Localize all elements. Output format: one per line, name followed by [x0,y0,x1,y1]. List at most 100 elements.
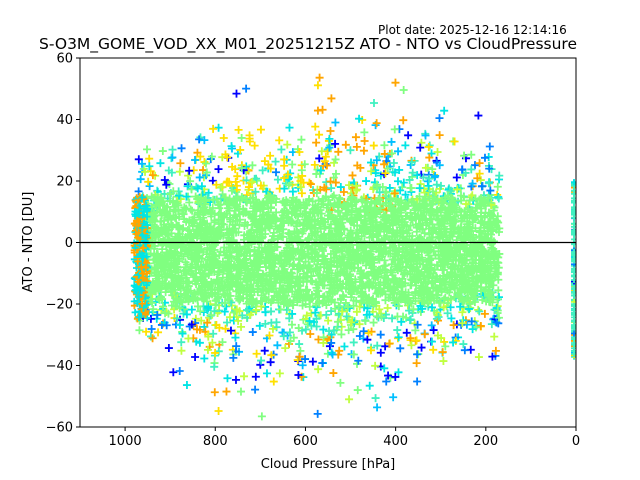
data-point [262,276,271,285]
x-tick-label: 600 [293,434,318,449]
data-point [394,368,403,377]
data-point [424,208,433,217]
data-point [272,168,281,177]
data-point [396,228,405,237]
data-point [443,299,452,308]
data-point [258,226,267,235]
data-point [310,160,319,169]
data-point [380,219,389,228]
data-point [250,276,259,285]
data-point [495,171,504,180]
data-point [387,287,396,296]
data-point [446,186,455,195]
data-point [135,293,143,301]
data-point [167,229,176,238]
data-point [185,166,194,175]
data-point [415,184,424,193]
data-point [138,232,146,240]
data-point [298,247,307,256]
data-point [242,248,251,257]
data-point [295,148,304,157]
data-point [413,350,422,359]
data-point [369,99,378,108]
data-point [250,287,259,296]
data-point [256,181,265,190]
data-point [359,334,368,343]
data-point [477,182,486,191]
data-point [177,338,186,347]
data-point [390,125,399,134]
data-point [389,393,398,402]
data-point [235,243,244,252]
data-point [315,299,324,308]
data-point [136,175,145,184]
data-point [327,307,336,316]
data-point [235,307,244,316]
data-point [260,244,269,253]
data-point [405,306,414,315]
data-point [460,346,469,355]
data-point [334,206,343,215]
data-point [412,275,421,284]
data-point [334,147,343,156]
data-point [301,325,310,334]
data-point [271,157,280,166]
data-point [458,282,467,291]
data-point [280,155,289,164]
data-point [329,369,338,378]
data-point [468,274,477,283]
data-point [362,177,371,186]
data-point [256,125,265,134]
data-point [245,131,254,140]
data-point [224,229,233,238]
data-point [480,213,489,222]
data-point [348,171,357,180]
data-point [331,139,340,148]
data-point [436,181,445,190]
data-point [442,211,451,220]
data-point [313,227,322,236]
data-point [399,85,408,94]
data-point [376,224,385,233]
data-point [137,263,145,271]
data-point [483,230,492,239]
data-point [345,262,354,271]
data-point [248,161,257,170]
data-point [474,305,483,314]
data-point [155,205,164,214]
data-point [286,201,295,210]
data-point [255,259,264,268]
data-point [391,168,399,177]
x-tick-label: 0 [572,434,580,449]
data-point [316,263,325,272]
data-point [361,316,370,325]
data-point [278,328,287,337]
data-point [422,263,431,272]
data-point [476,274,485,283]
data-point [221,324,230,333]
data-point [389,255,398,264]
data-point [476,321,485,330]
data-point [401,204,410,213]
data-point [467,150,476,159]
data-point [191,192,200,201]
data-point [376,200,385,209]
data-point [135,326,144,335]
data-point [287,320,296,329]
data-point [358,244,367,253]
data-point [135,207,143,215]
data-point [138,159,147,168]
data-point [279,219,288,228]
data-point [285,123,294,132]
data-point [171,302,180,311]
data-point [441,193,450,202]
data-point [445,288,454,297]
data-point [438,231,447,240]
data-point [163,269,172,278]
data-point [221,299,230,308]
data-point [326,262,335,271]
data-point [213,283,222,292]
data-point [480,153,489,162]
data-point [304,234,313,243]
data-point [302,272,311,281]
